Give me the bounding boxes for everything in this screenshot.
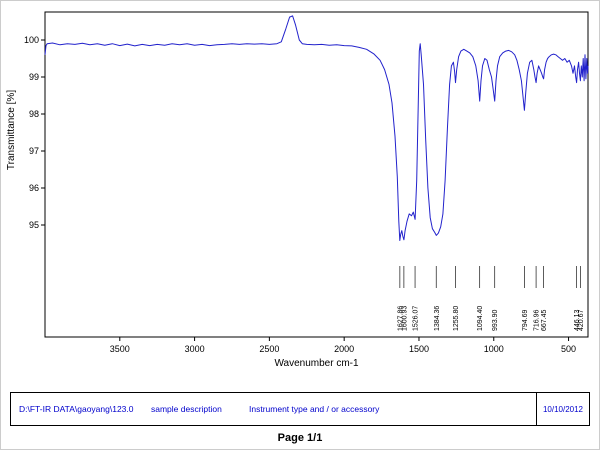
plot-border <box>44 11 589 338</box>
x-tick-label: 2500 <box>259 344 279 354</box>
y-tick-label: 99 <box>29 72 39 82</box>
x-tick-label: 3500 <box>110 344 130 354</box>
y-tick-label: 98 <box>29 109 39 119</box>
peak-label: 446.13 <box>574 309 581 331</box>
ir-chart-svg: 100 99 98 97 96 95 3500 3000 2500 2000 1500 1000 500… <box>6 11 589 369</box>
page-number-label: Page 1/1 <box>277 432 323 444</box>
x-tick-label: 1500 <box>409 344 429 354</box>
date-text: 10/10/2012 <box>542 404 584 414</box>
file-path-text: D:\FT-IR DATA\gaoyang\123.0 <box>19 404 134 414</box>
y-tick-label: 100 <box>24 35 39 45</box>
y-tick-label: 95 <box>29 220 39 230</box>
peak-label: 993.90 <box>492 309 499 331</box>
peak-label: 1094.40 <box>477 306 484 331</box>
instrument-text: Instrument type and / or accessory <box>249 404 380 414</box>
x-tick-label: 1000 <box>484 344 504 354</box>
y-tick-label: 97 <box>29 146 39 156</box>
peak-label: 420.67 <box>578 309 585 331</box>
peak-label: 1384.36 <box>434 306 441 331</box>
y-axis-title: Transmittance [%] <box>6 90 17 170</box>
x-axis-title: Wavenumber cm-1 <box>274 358 359 369</box>
peak-label: 1255.80 <box>453 306 460 331</box>
ir-spectrum-chart: 100 99 98 97 96 95 3500 3000 2500 2000 1500 1000 500… <box>6 11 589 369</box>
date-cell: 10/10/2012 <box>536 393 589 425</box>
peak-label: 716.96 <box>534 309 541 331</box>
x-tick-label: 500 <box>561 344 576 354</box>
y-tick-label: 96 <box>29 183 39 193</box>
x-tick-label: 2000 <box>334 344 354 354</box>
peak-label: 667.45 <box>541 309 548 331</box>
spectrum-line <box>44 15 589 241</box>
peak-label: 1526.07 <box>413 306 420 331</box>
report-footer: D:\FT-IR DATA\gaoyang\123.0 sample descr… <box>10 392 590 426</box>
x-tick-label: 3000 <box>185 344 205 354</box>
peak-label: 1600.93 <box>401 306 408 331</box>
sample-description-text: sample description <box>151 404 222 414</box>
footer-info-cell: D:\FT-IR DATA\gaoyang\123.0 sample descr… <box>11 393 536 425</box>
peak-label: 1627.86 <box>397 306 404 331</box>
peak-label: 794.69 <box>522 309 529 331</box>
